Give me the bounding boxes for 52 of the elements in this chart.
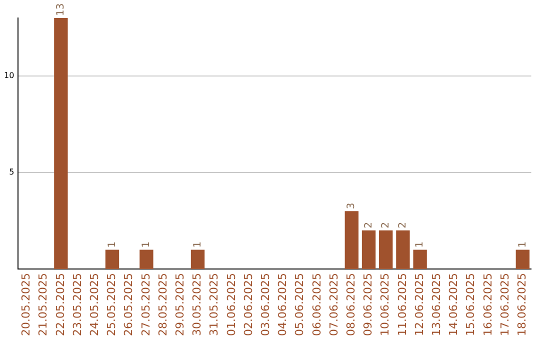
x-tick-label: 11.06.2025 <box>396 273 409 336</box>
x-tick-label: 05.06.2025 <box>293 273 306 336</box>
x-tick-label: 06.06.2025 <box>310 273 324 336</box>
bar <box>140 250 154 270</box>
data-label: 1 <box>414 241 426 248</box>
x-tick-label: 28.05.2025 <box>156 273 170 336</box>
bar <box>516 250 530 270</box>
data-label: 3 <box>346 202 358 210</box>
bar <box>362 230 376 270</box>
x-tick-label: 30.05.2025 <box>190 273 204 336</box>
data-label: 13 <box>56 3 67 16</box>
x-tick-label: 23.05.2025 <box>70 273 84 336</box>
x-tick-label: 09.06.2025 <box>362 273 375 336</box>
x-tick-label: 08.06.2025 <box>344 273 358 336</box>
x-tick-label: 20.05.2025 <box>20 273 33 336</box>
x-tick-label: 01.06.2025 <box>224 273 238 336</box>
x-tick-label: 02.06.2025 <box>242 273 255 336</box>
x-tick-label: 22.05.2025 <box>54 273 67 336</box>
data-label: 1 <box>192 241 204 248</box>
x-tick-label: 24.05.2025 <box>88 273 101 336</box>
data-label: 2 <box>363 222 374 228</box>
data-label: 2 <box>398 222 409 228</box>
x-tick-label: 25.05.2025 <box>105 273 118 336</box>
bar <box>54 18 68 270</box>
x-tick-label: 12.06.2025 <box>412 273 426 336</box>
x-tick-label: 13.06.2025 <box>430 273 444 336</box>
x-tick-label: 17.06.2025 <box>498 273 512 336</box>
x-tick-label: 04.06.2025 <box>276 273 290 336</box>
x-tick-label: 26.05.2025 <box>122 273 136 336</box>
bar <box>396 230 410 270</box>
bar <box>379 230 393 270</box>
x-tick-label: 29.05.2025 <box>174 273 186 336</box>
x-tick-label: 10.06.2025 <box>378 273 392 336</box>
data-label: 1 <box>106 241 118 248</box>
x-tick-label: 27.05.2025 <box>139 273 152 336</box>
x-tick-label: 31.05.2025 <box>208 273 221 336</box>
x-tick-label: 21.05.2025 <box>36 273 50 336</box>
bar <box>190 250 205 270</box>
bar <box>105 250 120 270</box>
x-tick-label: 18.06.2025 <box>516 273 529 336</box>
y-tick-label: 5 <box>9 168 14 177</box>
x-tick-label: 07.06.2025 <box>327 273 340 336</box>
bar <box>413 250 427 270</box>
x-tick-label: 03.06.2025 <box>259 273 272 336</box>
bar <box>344 211 358 270</box>
x-tick-label: 16.06.2025 <box>481 273 494 336</box>
x-tick-label: 15.06.2025 <box>464 273 478 336</box>
data-label: 1 <box>141 241 152 248</box>
y-tick-label: 10 <box>4 71 14 80</box>
data-label: 1 <box>517 241 528 248</box>
x-tick-label: 14.06.2025 <box>447 273 460 336</box>
data-label: 2 <box>380 222 392 228</box>
